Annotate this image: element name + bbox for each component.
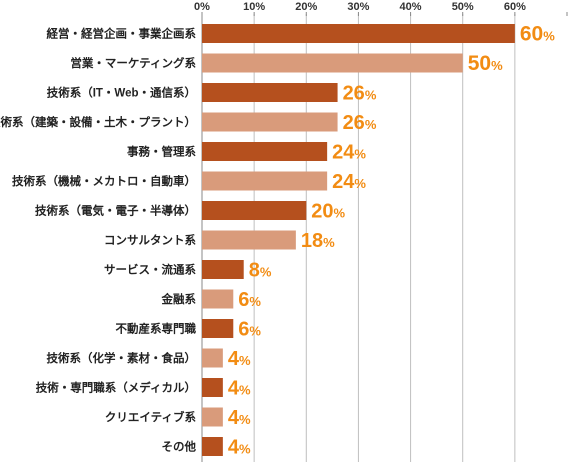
x-tick-label: 20% (295, 1, 317, 13)
data-label-value: 6 (238, 289, 249, 311)
data-label-unit: % (239, 353, 251, 368)
category-label: 技術系（建築・設備・土木・プラント） (0, 115, 196, 129)
x-tick-label: 60% (504, 1, 526, 13)
bar (202, 142, 328, 161)
category-label: 営業・マーケティング系 (70, 56, 196, 70)
data-label: 26% (343, 112, 377, 134)
data-label-unit: % (239, 442, 251, 457)
bar (202, 260, 244, 279)
data-label: 24% (332, 171, 366, 193)
category-label: サービス・流通系 (104, 263, 196, 277)
data-label-unit: % (239, 412, 251, 427)
bar (202, 378, 223, 397)
x-tick-label: 10% (243, 1, 265, 13)
category-label: 事務・管理系 (127, 145, 196, 159)
data-label: 6% (238, 319, 261, 341)
data-label-value: 26 (343, 83, 365, 105)
data-label-unit: % (239, 383, 251, 398)
data-label-unit: % (365, 88, 377, 103)
bar (202, 289, 234, 309)
data-label-unit: % (334, 206, 346, 221)
bar (202, 83, 338, 102)
bar (202, 230, 296, 250)
data-label-value: 24 (332, 171, 355, 193)
x-tick-label: 0% (194, 1, 210, 13)
data-label-value: 50 (468, 52, 491, 75)
bar (202, 112, 338, 132)
data-label-unit: % (491, 58, 503, 73)
data-label-unit: % (323, 235, 335, 250)
data-label-value: 8 (249, 260, 260, 282)
data-label-value: 4 (228, 407, 240, 429)
data-label-value: 4 (228, 437, 240, 459)
data-label-value: 24 (332, 142, 355, 164)
data-label-unit: % (249, 324, 261, 339)
data-label: 50% (468, 52, 503, 75)
data-label: 60% (520, 23, 555, 46)
bar (202, 319, 234, 338)
data-label-unit: % (260, 265, 272, 280)
data-label-value: 18 (301, 230, 323, 252)
data-label: 4% (228, 437, 251, 459)
bar (202, 348, 223, 368)
category-label: コンサルタント系 (104, 233, 196, 247)
data-label-value: 4 (228, 348, 240, 370)
category-label: 経営・経営企画・事業企画系 (47, 27, 197, 41)
category-label: 技術系（化学・素材・食品） (47, 351, 197, 365)
data-label: 24% (332, 142, 366, 164)
category-label: 技術系（IT・Web・通信系） (47, 86, 196, 100)
x-tick-label: 40% (400, 1, 422, 13)
data-label: 4% (228, 348, 251, 370)
data-label-unit: % (354, 176, 366, 191)
category-label: 不動産系専門職 (116, 322, 197, 336)
category-label: 技術・専門職系（メディカル） (36, 381, 196, 395)
category-label: 技術系（機械・メカトロ・自動車） (12, 174, 196, 188)
data-label: 18% (301, 230, 335, 252)
data-label-value: 20 (311, 201, 333, 223)
bar (202, 437, 223, 456)
data-label-unit: % (365, 117, 377, 132)
data-label: 20% (311, 201, 345, 223)
data-label: 4% (228, 407, 251, 429)
data-label: 6% (238, 289, 261, 311)
data-label-unit: % (354, 147, 366, 162)
category-label: 金融系 (161, 292, 197, 306)
category-label: クリエイティブ系 (105, 410, 197, 424)
bar (202, 201, 307, 220)
data-label-value: 6 (238, 319, 249, 341)
data-label: 26% (343, 83, 377, 105)
category-label: その他 (162, 440, 197, 454)
data-label-value: 26 (343, 112, 365, 134)
data-label-value: 60 (520, 23, 543, 46)
category-label: 技術系（電気・電子・半導体） (35, 204, 196, 218)
data-label-unit: % (249, 294, 261, 309)
x-tick-label: 50% (452, 1, 474, 13)
bar (202, 407, 223, 427)
bar (202, 24, 515, 43)
data-label-unit: % (543, 29, 555, 44)
bar (202, 171, 328, 191)
data-label: 8% (249, 260, 272, 282)
bar (202, 53, 463, 73)
data-label: 4% (228, 378, 251, 400)
x-tick-label: 30% (347, 1, 369, 13)
data-label-value: 4 (228, 378, 240, 400)
